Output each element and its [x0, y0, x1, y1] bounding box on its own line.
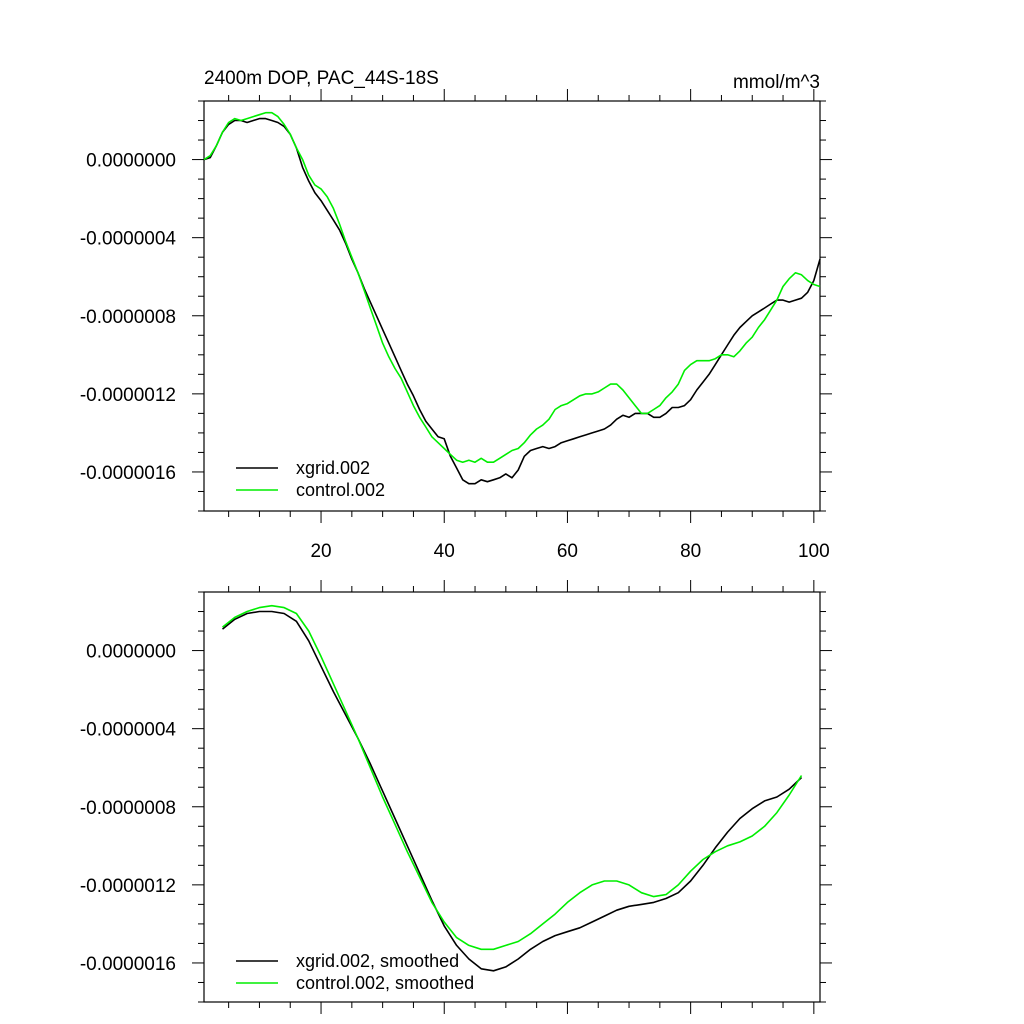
series-line-1 [203, 117, 821, 485]
plot-frame [203, 591, 821, 1003]
x-tick-label: 40 [434, 541, 455, 562]
chart-title: 2400m DOP, PAC_44S-18S [204, 68, 439, 89]
y-tick-label: 0.0000000 [86, 151, 176, 172]
legend-label: control.002, smoothed [296, 973, 474, 993]
y-tick-label: -0.0000016 [80, 463, 176, 484]
units-label: mmol/m^3 [733, 72, 820, 93]
y-tick-label: 0.0000000 [86, 642, 176, 663]
y-tick-label: -0.0000012 [80, 876, 176, 897]
series-line-2 [203, 111, 821, 463]
series-line-1 [222, 610, 803, 972]
legend-label: xgrid.002, smoothed [296, 951, 459, 971]
x-tick-label: 20 [310, 541, 331, 562]
bottom-chart: 0.0000000 -0.0000004 -0.0000008 -0.0000012 -… [80, 580, 832, 1014]
y-tick-label: -0.0000008 [80, 307, 176, 328]
y-tick-label: -0.0000016 [80, 954, 176, 975]
series-line-2 [222, 604, 803, 951]
plot-frame [203, 100, 821, 512]
x-tick-label: 100 [798, 541, 830, 562]
y-tick-label: -0.0000004 [80, 720, 177, 741]
x-tick-label: 60 [557, 541, 578, 562]
y-tick-label: -0.0000012 [80, 385, 176, 406]
y-tick-label: -0.0000008 [80, 798, 176, 819]
legend-label: control.002 [296, 480, 385, 500]
top-chart: 2400m DOP, PAC_44S-18S mmol/m^3 20 40 60 80… [80, 68, 832, 562]
y-tick-label: -0.0000004 [80, 229, 177, 250]
x-tick-label: 80 [680, 541, 701, 562]
legend-label: xgrid.002 [296, 458, 370, 478]
